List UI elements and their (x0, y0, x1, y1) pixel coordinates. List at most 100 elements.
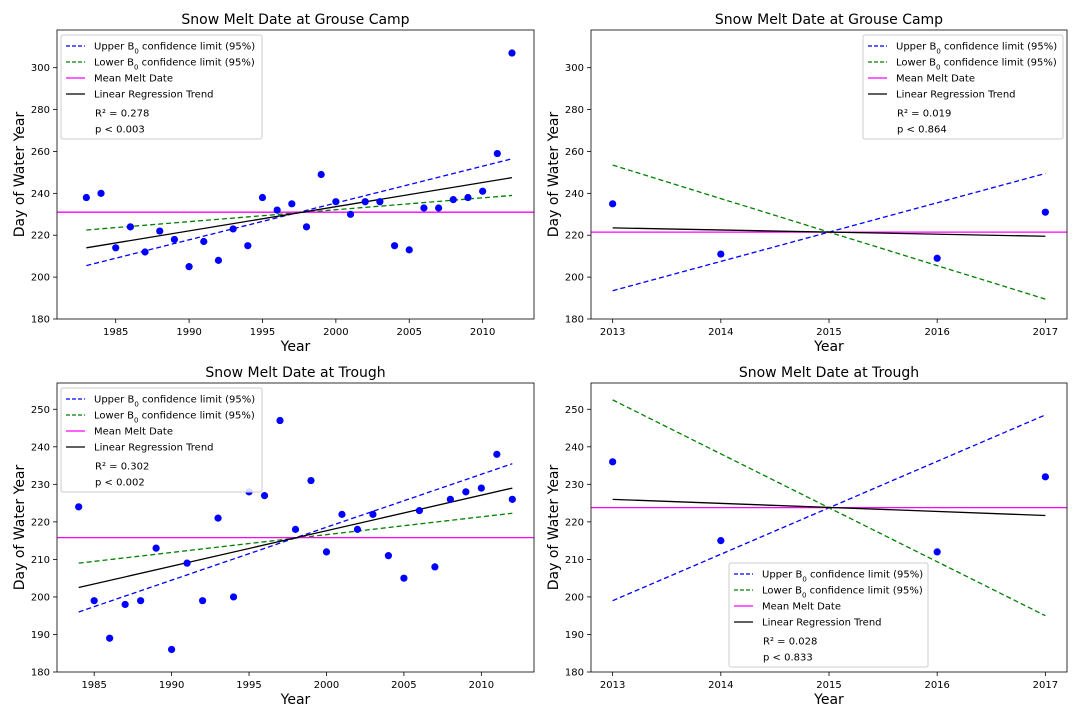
y-tick-label: 230 (565, 480, 584, 491)
data-point (1041, 473, 1049, 481)
y-tick-label: 180 (31, 315, 50, 326)
data-point (141, 248, 149, 256)
data-point (446, 495, 454, 503)
data-point (332, 198, 340, 206)
data-point (353, 525, 362, 533)
x-tick-label: 2010 (470, 327, 495, 338)
plot-frame (56, 29, 535, 320)
data-point (369, 510, 377, 518)
data-point (156, 227, 164, 235)
data-point (260, 491, 269, 500)
y-tick-label: 260 (565, 147, 584, 158)
legend-label-3: Mean Melt Date (762, 602, 841, 613)
plot-frame (590, 382, 1068, 673)
plot-frame (590, 29, 1068, 320)
data-point (609, 458, 617, 466)
data-point (106, 634, 114, 642)
data-point (168, 645, 176, 654)
series-line-4 (78, 487, 513, 589)
x-tick-label: 2016 (924, 680, 949, 691)
y-tick-label: 200 (31, 273, 50, 284)
data-point (183, 559, 191, 567)
data-point (244, 242, 252, 250)
data-point (420, 204, 428, 212)
x-tick-label: 2015 (816, 680, 841, 691)
data-point (390, 242, 399, 250)
data-point (609, 200, 617, 208)
y-tick-label: 180 (31, 668, 50, 679)
y-axis-label: Day of Water Year (546, 111, 562, 237)
data-point (464, 193, 472, 202)
data-point (185, 263, 193, 271)
legend-box (60, 387, 263, 493)
y-tick-label: 220 (31, 231, 50, 242)
y-axis-label: Day of Water Year (12, 464, 28, 590)
chart-panel-2: Snow Melt Date at Grouse Camp Year Day of … (546, 12, 1068, 355)
data-point (276, 416, 284, 425)
data-point (346, 210, 355, 218)
chart-panel-1: Snow Melt Date at Grouse Camp Year Day of … (12, 12, 535, 355)
x-tick-label: 1995 (250, 327, 275, 338)
plot-frame (56, 382, 535, 673)
y-tick-label: 240 (31, 442, 50, 453)
x-tick-label: 2015 (816, 327, 841, 338)
legend-box (862, 34, 1064, 140)
data-point (288, 200, 296, 208)
y-tick-label: 240 (565, 442, 584, 453)
data-point (933, 548, 941, 556)
y-tick-label: 200 (565, 592, 584, 603)
x-tick-label: 2014 (708, 680, 733, 691)
legend-stat-2: p < 0.002 (95, 478, 145, 489)
legend-label-4: Linear Regression Trend (94, 90, 214, 101)
data-point (82, 193, 90, 202)
series-line-1 (78, 463, 513, 613)
data-point (1041, 208, 1049, 216)
legend-box (728, 562, 929, 668)
data-point (493, 149, 501, 158)
legend: Upper B0 confidence limit (95%) Lower B0 … (60, 34, 263, 140)
legend-stat-1: R² = 0.019 (897, 109, 951, 120)
data-point (229, 225, 237, 233)
x-tick-label: 2017 (1033, 680, 1058, 691)
data-point (126, 223, 134, 231)
legend-label-3: Mean Melt Date (896, 74, 975, 85)
x-tick-label: 2010 (469, 680, 494, 691)
y-tick-label: 300 (565, 63, 584, 74)
y-tick-label: 190 (31, 630, 50, 641)
y-tick-label: 240 (31, 189, 50, 200)
y-tick-label: 180 (565, 315, 584, 326)
legend-stat-1: R² = 0.302 (95, 462, 149, 473)
plot-area (591, 399, 1067, 617)
plot-area (591, 164, 1067, 300)
plot-area (57, 416, 534, 654)
y-tick-label: 180 (565, 668, 584, 679)
y-tick-label: 220 (565, 517, 584, 528)
y-axis-label: Day of Water Year (546, 464, 562, 590)
x-tick-label: 2013 (600, 680, 625, 691)
x-tick-label: 1985 (81, 680, 106, 691)
data-point (214, 514, 222, 522)
y-tick-label: 220 (31, 517, 50, 528)
y-tick-label: 200 (565, 273, 584, 284)
legend-label-1: Upper B0 confidence limit (95%) (94, 42, 255, 56)
data-point (200, 237, 208, 246)
data-point (477, 484, 485, 492)
data-point (214, 256, 223, 264)
legend-label-2: Lower B0 confidence limit (95%) (762, 586, 923, 600)
data-point (317, 170, 325, 179)
data-point (90, 597, 98, 605)
legend: Upper B0 confidence limit (95%) Lower B0 … (60, 387, 263, 493)
series-line-4 (86, 176, 513, 249)
data-point (449, 196, 457, 204)
x-tick-label: 2017 (1033, 327, 1058, 338)
legend: Upper B0 confidence limit (95%) Lower B0 … (728, 562, 929, 668)
y-tick-label: 200 (31, 592, 50, 603)
y-axis-label: Day of Water Year (12, 111, 28, 237)
legend-label-3: Mean Melt Date (94, 427, 173, 438)
chart-panel-3: Snow Melt Date at Trough Year Day of Water… (12, 365, 535, 708)
data-point (508, 495, 516, 503)
data-point (508, 49, 516, 57)
data-point (415, 507, 423, 515)
data-point (338, 510, 346, 518)
